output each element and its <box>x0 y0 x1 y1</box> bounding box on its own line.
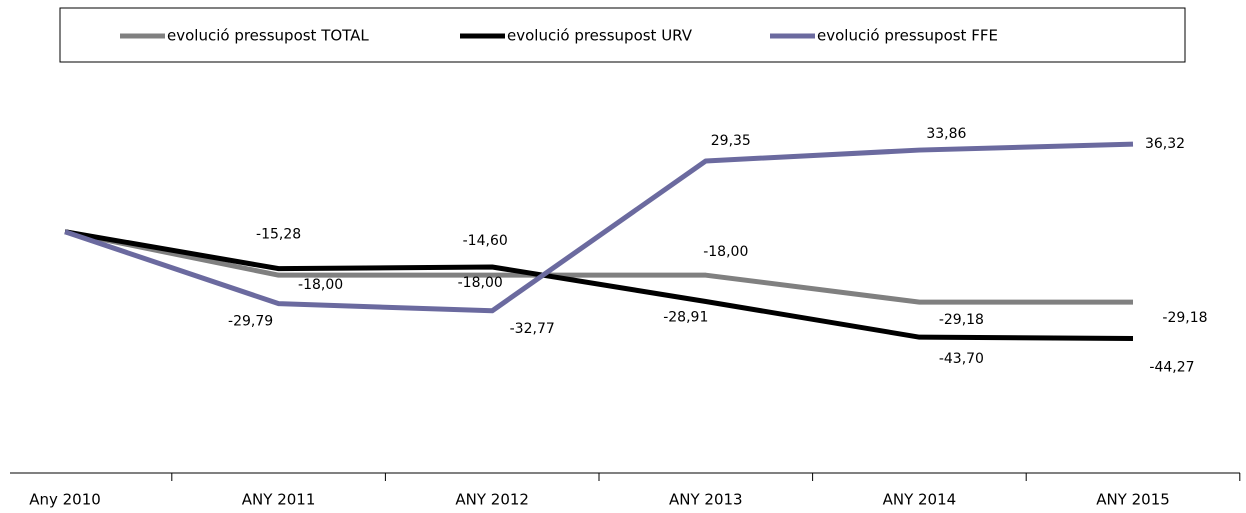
data-label: -29,79 <box>228 314 273 330</box>
x-tick-label: ANY 2014 <box>883 491 957 509</box>
x-tick-label: ANY 2015 <box>1096 491 1170 509</box>
legend-label: evolució pressupost FFE <box>817 27 998 45</box>
data-label: 36,32 <box>1145 136 1185 152</box>
data-label: -28,91 <box>663 309 708 325</box>
legend-label: evolució pressupost URV <box>507 27 693 45</box>
data-label: 33,86 <box>926 126 966 142</box>
legend-box <box>59 7 1186 63</box>
data-label: -44,27 <box>1149 360 1194 376</box>
series-line <box>64 141 1134 314</box>
data-label: -29,18 <box>939 312 984 328</box>
data-label: -43,70 <box>939 351 984 367</box>
data-label: -18,00 <box>298 277 343 293</box>
data-label: -15,28 <box>256 227 301 243</box>
data-label: -29,18 <box>1162 310 1207 326</box>
series-line <box>64 229 1133 305</box>
data-label: -18,00 <box>703 244 748 260</box>
x-tick-label: Any 2010 <box>29 491 101 509</box>
legend-label: evolució pressupost TOTAL <box>167 27 369 45</box>
series-line <box>64 229 1134 342</box>
data-label: -18,00 <box>458 275 503 291</box>
data-label: -32,77 <box>510 321 555 337</box>
data-label: -14,60 <box>463 233 508 249</box>
x-tick-label: ANY 2011 <box>242 491 316 509</box>
x-tick-label: ANY 2012 <box>455 491 529 509</box>
data-label: 29,35 <box>711 133 751 149</box>
x-tick-label: ANY 2013 <box>669 491 743 509</box>
